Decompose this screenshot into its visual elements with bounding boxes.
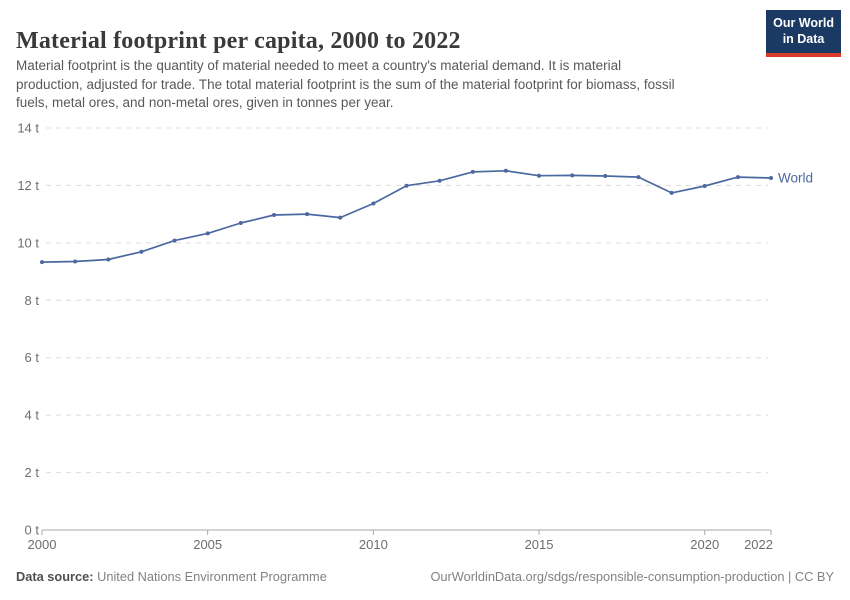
series-world[interactable]: World [40,168,813,265]
y-tick-label: 6 t [25,350,40,365]
x-tick-label: 2022 [744,537,773,552]
data-point[interactable] [636,175,641,180]
y-tick-label: 10 t [17,235,39,250]
y-tick-label: 4 t [25,408,40,423]
data-point[interactable] [106,257,111,262]
data-point[interactable] [40,260,44,265]
data-point[interactable] [404,183,409,188]
data-point[interactable] [371,201,376,206]
data-point[interactable] [603,174,608,178]
data-source: Data source: United Nations Environment … [16,569,327,584]
data-point[interactable] [537,173,541,178]
y-tick-label: 8 t [25,293,40,308]
chart-subtitle-line: Material footprint is the quantity of ma… [16,58,622,73]
data-source-value: United Nations Environment Programme [97,569,327,584]
chart-subtitle-line: fuels, metal ores, and non-metal ores, g… [16,95,394,110]
chart-footer: Data source: United Nations Environment … [16,569,834,584]
owid-logo-line1: Our World [773,16,834,30]
data-point[interactable] [238,221,243,225]
data-point[interactable] [769,176,773,180]
data-point[interactable] [73,259,78,264]
data-point[interactable] [205,231,210,236]
data-point[interactable] [503,168,508,173]
data-point[interactable] [735,175,740,180]
data-point[interactable] [702,184,707,188]
data-point[interactable] [272,213,276,217]
y-tick-label: 2 t [25,465,40,480]
data-point[interactable] [570,173,575,178]
data-point[interactable] [470,169,475,174]
data-point[interactable] [139,249,144,254]
chart-subtitle-line: production, adjusted for trade. The tota… [16,76,675,92]
chart-title: Material footprint per capita, 2000 to 2… [16,28,461,55]
credit-link[interactable]: OurWorldinData.org/sdgs/responsible-cons… [430,569,834,584]
y-tick-label: 14 t [17,121,39,136]
y-tick-label: 0 t [25,523,40,538]
data-point[interactable] [669,190,674,195]
data-point[interactable] [338,215,343,220]
owid-logo-line2: in Data [782,32,825,47]
chart-subtitle: Material footprint is the quantity of ma… [16,57,761,113]
data-point[interactable] [172,238,177,243]
x-tick-label: 2005 [193,537,222,552]
data-source-label: Data source: [16,569,94,584]
x-tick-label: 2015 [525,537,554,552]
data-point[interactable] [437,178,442,183]
x-tick-label: 2000 [28,537,57,552]
data-point[interactable] [305,212,310,217]
owid-logo[interactable]: Our World in Data [766,10,841,57]
x-tick-label: 2020 [690,537,719,552]
x-tick-label: 2010 [359,537,388,552]
y-tick-label: 12 t [17,178,39,193]
entity-label[interactable]: World [778,170,813,185]
